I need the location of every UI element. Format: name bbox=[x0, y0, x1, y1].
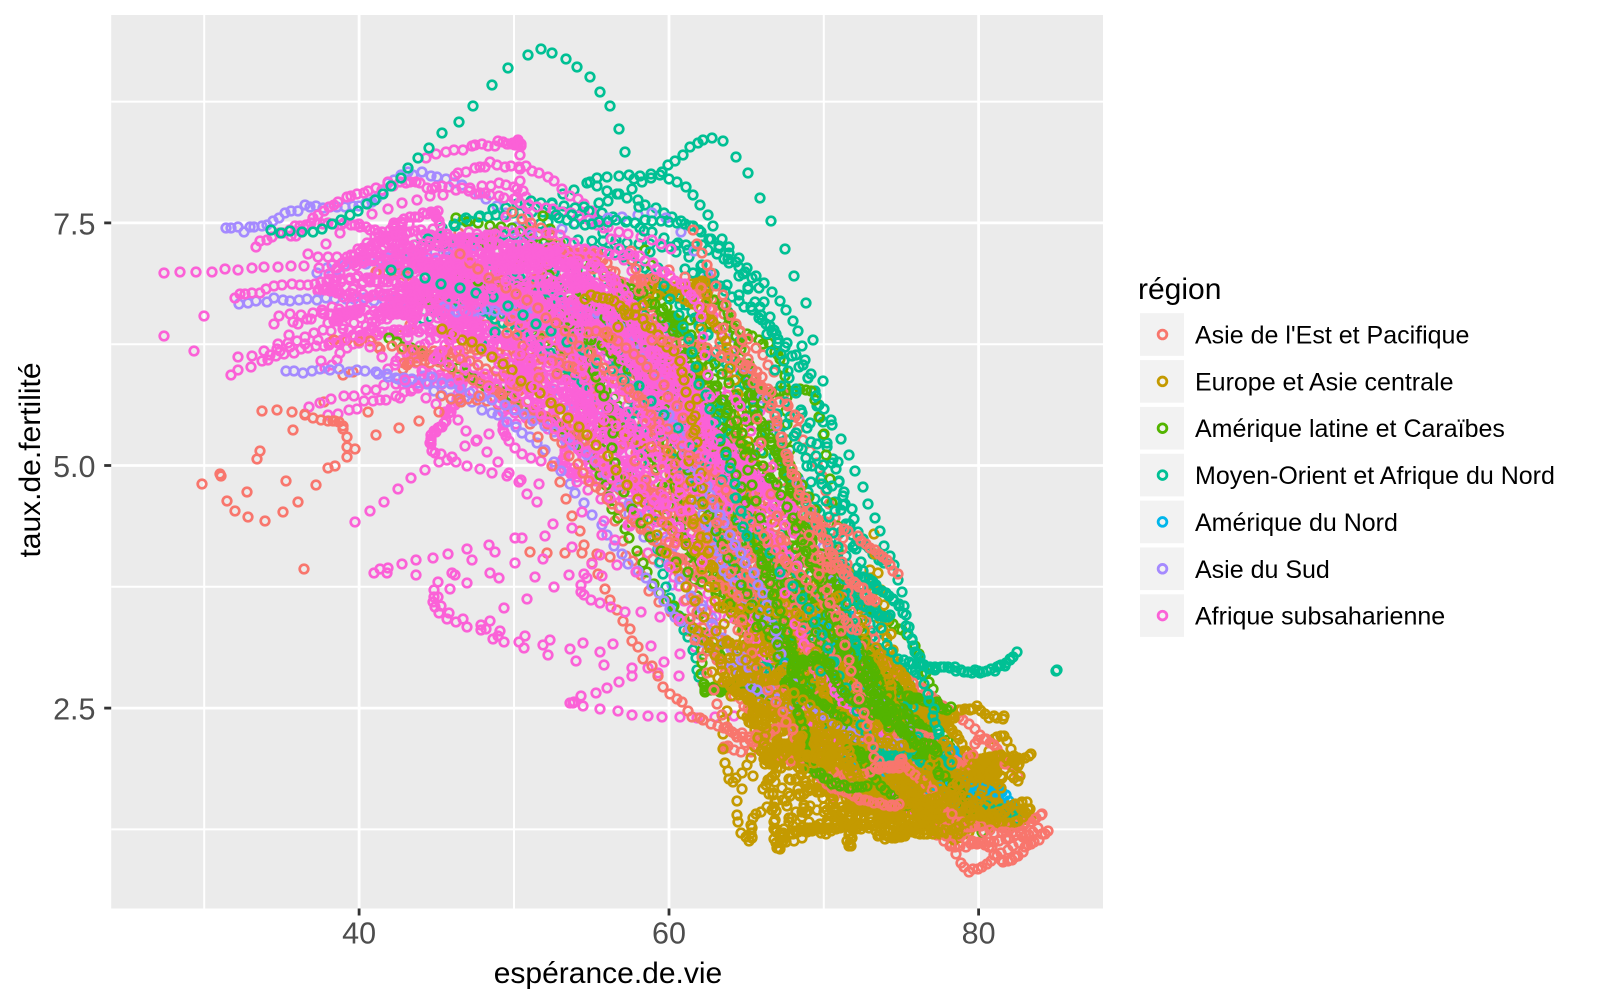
svg-text:Asie du Sud: Asie du Sud bbox=[1195, 556, 1330, 584]
svg-text:5.0: 5.0 bbox=[53, 450, 95, 484]
svg-text:40: 40 bbox=[342, 917, 376, 951]
svg-text:taux.de.fertilité: taux.de.fertilité bbox=[14, 362, 47, 557]
svg-text:80: 80 bbox=[962, 917, 996, 951]
svg-text:Amérique latine et Caraïbes: Amérique latine et Caraïbes bbox=[1195, 415, 1505, 443]
svg-text:espérance.de.vie: espérance.de.vie bbox=[494, 957, 723, 990]
svg-text:Afrique subsaharienne: Afrique subsaharienne bbox=[1195, 603, 1445, 631]
svg-text:7.5: 7.5 bbox=[53, 207, 95, 241]
svg-text:région: région bbox=[1138, 273, 1221, 306]
svg-text:Europe et Asie centrale: Europe et Asie centrale bbox=[1195, 368, 1454, 396]
svg-text:Moyen-Orient et Afrique du Nor: Moyen-Orient et Afrique du Nord bbox=[1195, 462, 1555, 490]
svg-text:Asie de l'Est et Pacifique: Asie de l'Est et Pacifique bbox=[1195, 322, 1469, 350]
svg-text:Amérique du Nord: Amérique du Nord bbox=[1195, 509, 1398, 537]
svg-text:60: 60 bbox=[652, 917, 686, 951]
svg-text:2.5: 2.5 bbox=[53, 693, 95, 727]
